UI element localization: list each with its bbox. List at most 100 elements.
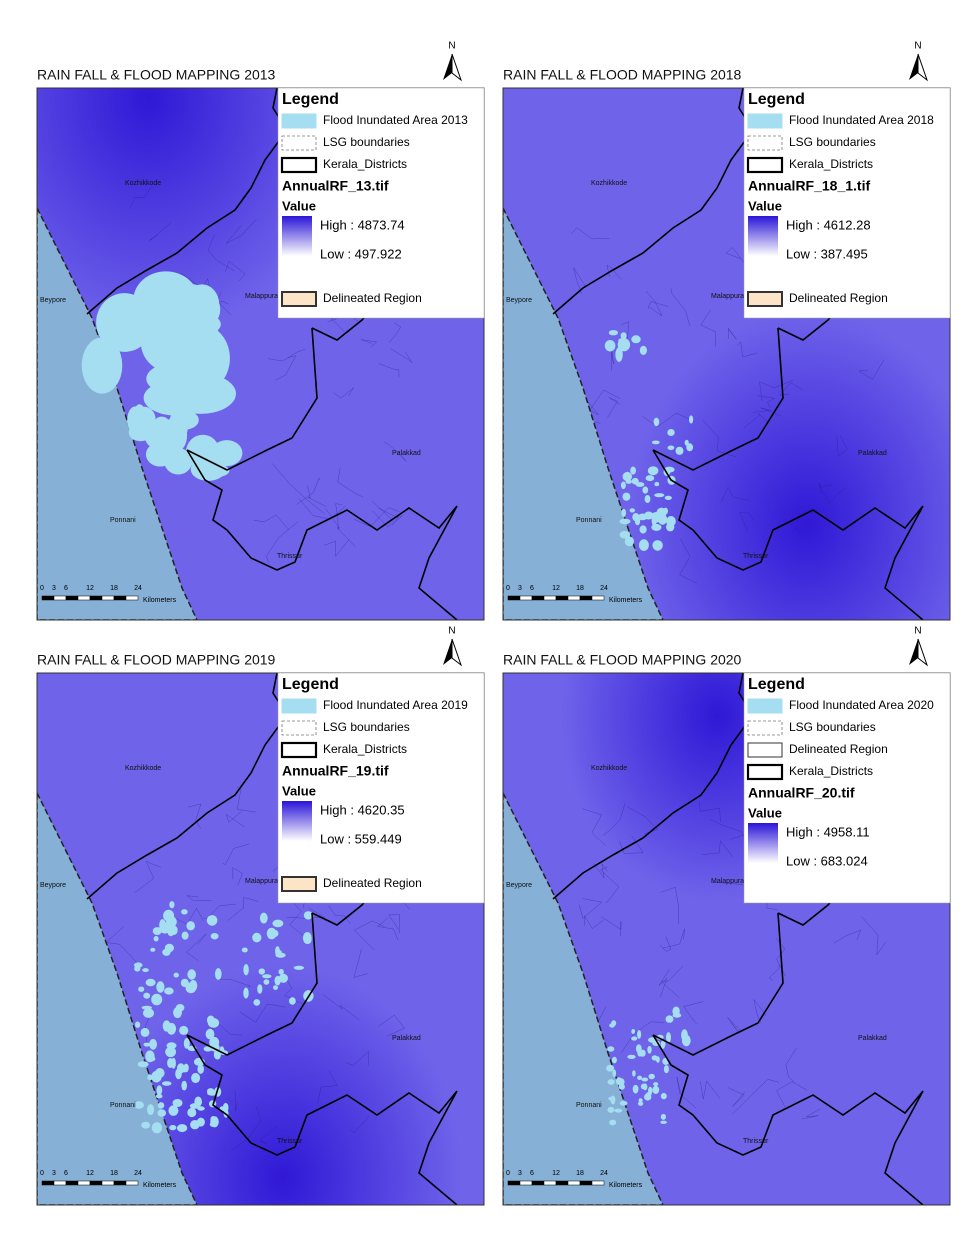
lsg-boundary <box>610 351 614 371</box>
flood-area <box>243 987 249 999</box>
sea <box>37 207 198 620</box>
flood-area <box>215 968 222 980</box>
flood-area <box>156 1085 163 1095</box>
lsg-boundary <box>676 1076 697 1109</box>
legend-low: Low : 497.922 <box>320 246 402 261</box>
legend-symbol <box>747 291 783 307</box>
map-panel: RAIN FALL & FLOOD MAPPING 2013NWayanadKo… <box>36 41 485 621</box>
place-label: Ponnani <box>576 1102 602 1109</box>
scale-bar-segment <box>113 1180 127 1186</box>
flood-area <box>648 1073 655 1080</box>
lsg-boundary <box>333 387 354 399</box>
flood-area <box>190 1120 200 1130</box>
lsg-boundary <box>236 786 256 813</box>
flood-area <box>194 1096 202 1107</box>
flood-area <box>654 481 660 487</box>
lsg-boundary <box>298 498 346 520</box>
flood-area <box>144 419 163 448</box>
flood-area <box>664 495 672 500</box>
lsg-boundary <box>353 920 385 951</box>
scale-bar-segment <box>77 595 91 601</box>
flood-area <box>653 1082 659 1087</box>
scale-bar-segment <box>519 1180 533 1186</box>
lsg-boundary <box>267 349 306 362</box>
legend-symbol <box>281 291 317 307</box>
flood-area <box>151 993 163 1006</box>
flood-area <box>627 1054 636 1059</box>
flood-area <box>179 1025 189 1035</box>
flood-area <box>137 1061 149 1068</box>
legend-raster-name: AnnualRF_13.tif <box>282 178 389 194</box>
flood-area <box>164 987 174 995</box>
lsg-boundary <box>743 413 770 429</box>
scale-tick-label: 12 <box>86 1170 94 1177</box>
lsg-boundary <box>203 903 236 919</box>
lsg-boundary <box>239 1003 286 1023</box>
north-label: N <box>448 41 455 52</box>
legend-symbol <box>746 156 784 174</box>
place-label: Ponnani <box>110 517 136 524</box>
flood-area <box>686 443 694 452</box>
scale-bar-segment <box>125 595 139 601</box>
lsg-boundary <box>648 301 669 309</box>
flood-area <box>611 1056 617 1064</box>
lsg-boundary <box>227 897 259 921</box>
flood-area <box>183 1063 189 1073</box>
place-label: Palakkad <box>858 1035 887 1042</box>
legend-symbol <box>746 763 784 781</box>
legend-raster-name: AnnualRF_18_1.tif <box>748 178 870 194</box>
lsg-boundary <box>660 886 680 925</box>
legend-label: LSG boundaries <box>789 135 876 149</box>
flood-area <box>647 1045 652 1054</box>
legend-high: High : 4958.11 <box>786 824 870 839</box>
scale-bar-segment <box>101 595 115 601</box>
flood-area <box>157 1102 165 1109</box>
scale-bar-segment <box>89 1180 103 1186</box>
legend-label: Kerala_Districts <box>323 742 407 756</box>
scale-bar-segment <box>77 1180 91 1186</box>
scale-tick-label: 18 <box>576 1170 584 1177</box>
lsg-boundary <box>105 926 138 964</box>
legend-ramp <box>748 216 778 256</box>
lsg-boundary <box>219 979 251 987</box>
legend-symbol <box>747 742 783 758</box>
flood-area <box>625 479 632 484</box>
lsg-boundary <box>700 309 716 347</box>
flood-area <box>173 972 179 978</box>
flood-area <box>259 912 268 924</box>
map-body: WayanadKozhikkodeMalappuramPalakkadThris… <box>503 88 950 620</box>
legend-title: Legend <box>282 676 339 693</box>
lsg-boundary <box>328 905 351 925</box>
legend-high: High : 4873.74 <box>320 217 405 232</box>
scale-bar-segment <box>89 595 103 601</box>
flood-area <box>666 522 675 532</box>
lsg-boundary <box>325 508 356 547</box>
panel-title: RAIN FALL & FLOOD MAPPING 2018 <box>503 67 742 83</box>
flood-area <box>155 1094 163 1099</box>
flood-area <box>629 508 635 513</box>
legend-label: LSG boundaries <box>323 720 410 734</box>
scale-bar-segment <box>567 1180 581 1186</box>
scale-tick-label: 24 <box>134 585 142 592</box>
place-label: Beypore <box>40 297 66 304</box>
scale-bar-segment <box>125 1180 139 1186</box>
scale-tick-label: 18 <box>110 1170 118 1177</box>
flood-area <box>638 1101 644 1106</box>
lsg-boundary <box>232 867 243 885</box>
lsg-boundary <box>378 363 400 378</box>
scale-bar-segment <box>41 595 55 601</box>
map-frame <box>502 672 951 1206</box>
legend: Legend Flood Inundated Area 2018 LSG bound… <box>743 87 951 319</box>
flood-area <box>640 1083 647 1090</box>
scale-bar-segment <box>53 595 67 601</box>
flood-area <box>632 513 640 522</box>
panel-title: RAIN FALL & FLOOD MAPPING 2020 <box>503 652 742 668</box>
scale-bar-segment <box>567 595 581 601</box>
legend-symbol <box>747 720 783 736</box>
legend-value-title: Value <box>748 198 782 213</box>
lsg-boundary <box>372 507 399 528</box>
lsg-boundary <box>317 1070 338 1105</box>
map-panel: RAIN FALL & FLOOD MAPPING 2020NWayanadKo… <box>502 626 951 1206</box>
legend-symbol <box>281 720 317 736</box>
lsg-boundary <box>778 382 804 396</box>
